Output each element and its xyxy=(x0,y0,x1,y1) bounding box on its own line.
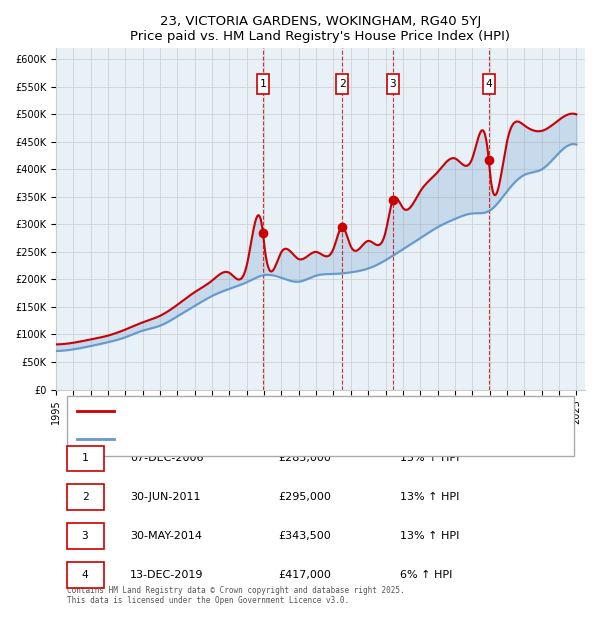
FancyBboxPatch shape xyxy=(67,484,104,510)
Text: 3: 3 xyxy=(389,79,396,89)
FancyBboxPatch shape xyxy=(336,74,348,94)
Text: 6% ↑ HPI: 6% ↑ HPI xyxy=(400,570,452,580)
Text: 30-JUN-2011: 30-JUN-2011 xyxy=(130,492,200,502)
FancyBboxPatch shape xyxy=(386,74,399,94)
Title: 23, VICTORIA GARDENS, WOKINGHAM, RG40 5YJ
Price paid vs. HM Land Registry's Hous: 23, VICTORIA GARDENS, WOKINGHAM, RG40 5Y… xyxy=(130,15,511,43)
FancyBboxPatch shape xyxy=(67,396,574,456)
FancyBboxPatch shape xyxy=(67,562,104,588)
FancyBboxPatch shape xyxy=(483,74,495,94)
Text: 07-DEC-2006: 07-DEC-2006 xyxy=(130,453,203,464)
Text: 1: 1 xyxy=(260,79,266,89)
Text: 1: 1 xyxy=(82,453,88,464)
Text: £343,500: £343,500 xyxy=(278,531,331,541)
FancyBboxPatch shape xyxy=(67,523,104,549)
FancyBboxPatch shape xyxy=(67,446,104,471)
Text: 2: 2 xyxy=(339,79,346,89)
Text: 13% ↑ HPI: 13% ↑ HPI xyxy=(400,531,459,541)
Text: 3: 3 xyxy=(82,531,88,541)
Text: 4: 4 xyxy=(485,79,492,89)
Text: 13% ↑ HPI: 13% ↑ HPI xyxy=(400,492,459,502)
Text: 4: 4 xyxy=(82,570,88,580)
Text: 30-MAY-2014: 30-MAY-2014 xyxy=(130,531,202,541)
Text: 13-DEC-2019: 13-DEC-2019 xyxy=(130,570,203,580)
Text: £285,000: £285,000 xyxy=(278,453,331,464)
FancyBboxPatch shape xyxy=(257,74,269,94)
Text: 2: 2 xyxy=(82,492,88,502)
Text: Contains HM Land Registry data © Crown copyright and database right 2025.
This d: Contains HM Land Registry data © Crown c… xyxy=(67,586,404,605)
Text: 15% ↑ HPI: 15% ↑ HPI xyxy=(400,453,459,464)
Text: 23, VICTORIA GARDENS, WOKINGHAM, RG40 5YJ (semi-detached house): 23, VICTORIA GARDENS, WOKINGHAM, RG40 5Y… xyxy=(125,407,450,415)
Text: £295,000: £295,000 xyxy=(278,492,331,502)
Text: £417,000: £417,000 xyxy=(278,570,331,580)
Text: HPI: Average price, semi-detached house, Wokingham: HPI: Average price, semi-detached house,… xyxy=(125,435,370,443)
